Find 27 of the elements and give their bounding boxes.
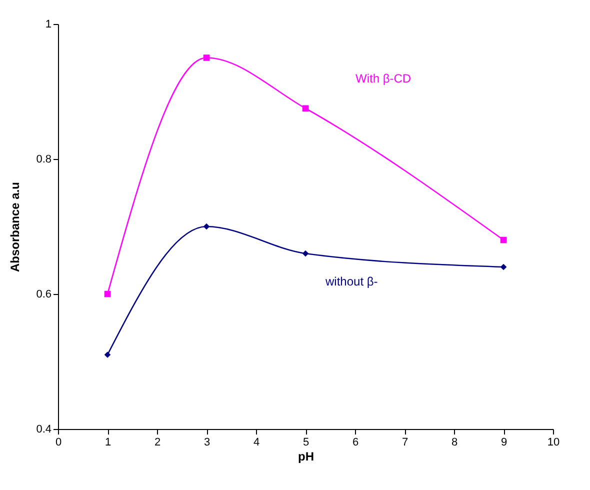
series-label: without β- — [324, 274, 378, 288]
point — [203, 54, 210, 61]
x-tick-label: 4 — [253, 436, 260, 448]
y-axis-title: Absorbance a.u — [8, 182, 22, 272]
x-tick-label: 3 — [204, 436, 210, 448]
point — [500, 236, 507, 244]
y-tick-label: 0.4 — [36, 424, 52, 436]
x-tick-label: 9 — [500, 436, 508, 448]
x-tick-label: 8 — [451, 436, 458, 448]
point — [104, 352, 111, 358]
x-tick-label: 7 — [402, 436, 408, 448]
x-tick-label: 1 — [104, 436, 112, 448]
x-tick-label: 2 — [154, 436, 161, 448]
point — [302, 250, 309, 257]
point — [500, 264, 507, 270]
point — [104, 290, 111, 298]
y-tick-label: 0.8 — [36, 154, 52, 166]
text: With β-CD — [356, 71, 412, 86]
point — [203, 223, 210, 230]
x-tick-label: 6 — [352, 436, 359, 448]
x-tick-label: 5 — [302, 436, 310, 448]
y-tick-label: 0.6 — [36, 288, 52, 300]
x-tick-label: 0 — [55, 436, 62, 448]
y-tick-label: 1 — [45, 18, 52, 30]
x-tick-label: 10 — [547, 436, 560, 448]
x-axis-title: pH — [298, 450, 314, 464]
point — [302, 105, 309, 112]
